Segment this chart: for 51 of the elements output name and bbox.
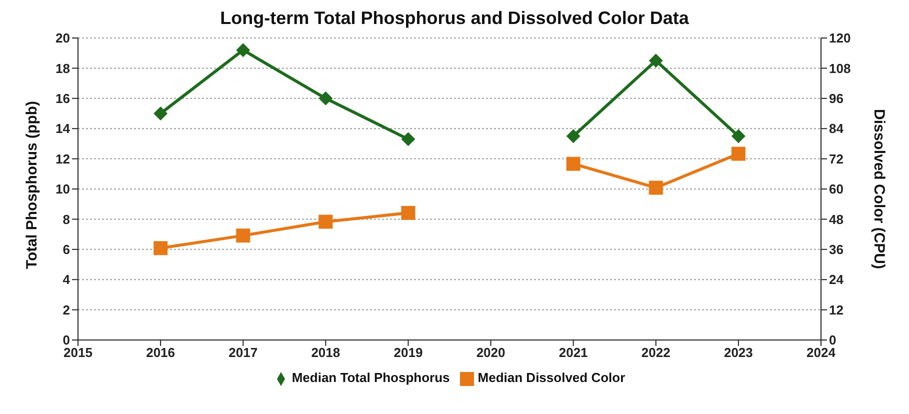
point bbox=[236, 228, 250, 243]
point bbox=[318, 214, 333, 229]
y-tick-label: 0 bbox=[62, 332, 70, 348]
point bbox=[731, 129, 746, 144]
x-tick-label: 2019 bbox=[394, 345, 423, 360]
y2-tick-label: 96 bbox=[829, 91, 844, 106]
y-axis-title: Total Phosphorus (ppb) bbox=[23, 100, 40, 269]
x-tick-label: 2017 bbox=[228, 345, 258, 360]
x-tick-label: 2020 bbox=[476, 345, 506, 360]
x-tick-label: 2022 bbox=[641, 345, 670, 360]
x-tick-label: 2018 bbox=[311, 345, 340, 360]
y2-tick-label: 60 bbox=[829, 182, 844, 197]
point bbox=[401, 132, 416, 146]
point bbox=[566, 156, 580, 171]
y-tick-label: 20 bbox=[56, 30, 70, 46]
legend-label: Median Total Phosphorus bbox=[292, 370, 450, 385]
x-tick-label: 2016 bbox=[146, 345, 176, 360]
y-tick-label: 10 bbox=[56, 182, 70, 197]
y2-tick-label: 24 bbox=[829, 272, 844, 288]
point bbox=[154, 106, 168, 120]
point bbox=[731, 146, 746, 161]
x-tick-label: 2015 bbox=[64, 345, 92, 360]
y2-tick-label: 0 bbox=[829, 332, 836, 348]
point bbox=[401, 206, 416, 220]
y-tick-label: 4 bbox=[62, 272, 71, 288]
x-tick-label: 2024 bbox=[806, 345, 836, 360]
y2-tick-label: 108 bbox=[829, 60, 851, 76]
y2-tick-label: 12 bbox=[829, 302, 844, 318]
y-tick-label: 8 bbox=[62, 212, 70, 227]
y-tick-label: 16 bbox=[56, 91, 70, 106]
x-tick-label: 2023 bbox=[724, 345, 753, 360]
point bbox=[236, 43, 250, 58]
y2-tick-label: 84 bbox=[829, 121, 844, 136]
point bbox=[648, 54, 663, 68]
chart-title: Long-term Total Phosphorus and Dissolved Color Data bbox=[219, 8, 690, 30]
y-tick-label: 6 bbox=[62, 242, 70, 258]
point bbox=[566, 129, 580, 144]
y-tick-label: 14 bbox=[56, 121, 71, 136]
y2-tick-label: 120 bbox=[829, 30, 851, 46]
point bbox=[318, 91, 333, 106]
legend-label: Median Dissolved Color bbox=[478, 370, 626, 385]
x-tick-label: 2021 bbox=[558, 345, 588, 360]
y2-tick-label: 48 bbox=[829, 212, 844, 227]
y-tick-label: 12 bbox=[56, 151, 70, 166]
y2-tick-label: 36 bbox=[829, 242, 844, 258]
y-tick-label: 18 bbox=[56, 60, 70, 76]
point bbox=[648, 180, 663, 195]
point bbox=[154, 241, 168, 256]
y2-axis-title: Dissolved Color (CPU) bbox=[870, 108, 888, 270]
y2-tick-label: 72 bbox=[829, 151, 844, 166]
y-tick-label: 2 bbox=[62, 302, 70, 318]
